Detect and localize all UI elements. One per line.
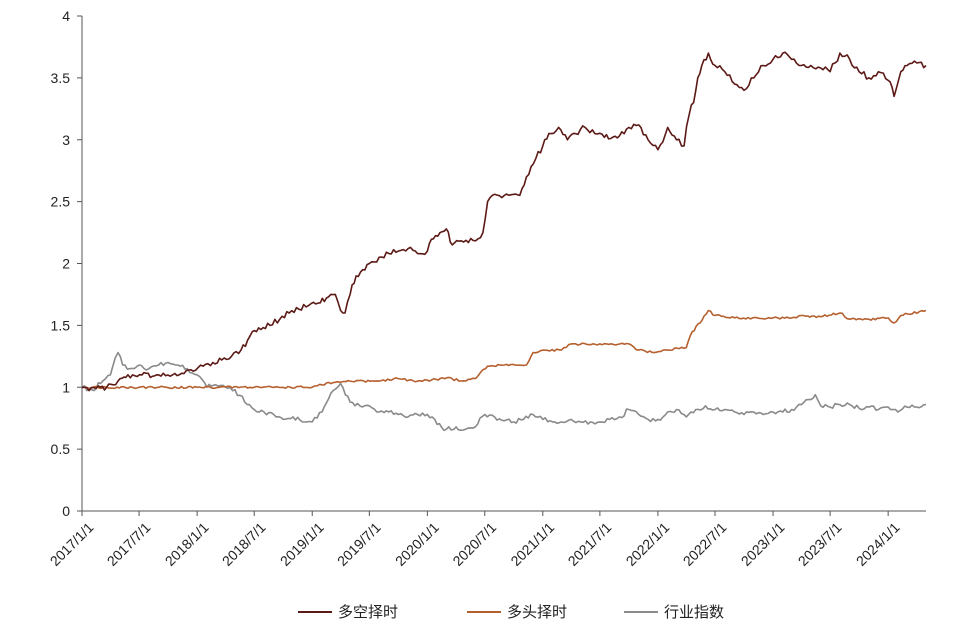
x-tick-label: 2021/1/1 <box>507 519 557 569</box>
series-line-1 <box>81 309 927 390</box>
legend-label-2: 行业指数 <box>664 603 724 621</box>
series-line-0 <box>82 51 927 392</box>
x-tick-label: 2020/1/1 <box>392 519 442 569</box>
x-tick-label: 2017/7/1 <box>104 519 154 569</box>
y-tick-label: 1 <box>62 379 70 395</box>
x-tick-label: 2018/1/1 <box>162 519 212 569</box>
legend-label-0: 多空择时 <box>338 603 398 621</box>
y-tick-label: 3.5 <box>51 70 71 86</box>
legend: 多空择时 多头择时 行业指数 <box>298 603 724 621</box>
x-tick-label: 2017/1/1 <box>47 519 97 569</box>
x-tick-label: 2021/7/1 <box>565 519 615 569</box>
series-layer <box>81 51 927 432</box>
x-tick-label: 2022/1/1 <box>623 519 673 569</box>
x-axis: 2017/1/1 2017/7/1 2018/1/1 2018/7/1 2019/1/1… <box>47 510 926 569</box>
x-tick-label: 2019/7/1 <box>334 519 384 569</box>
x-tick-label: 2023/7/1 <box>795 519 845 569</box>
y-axis: 0 0.5 1 1.5 2 2.5 3 3.5 4 <box>51 8 83 519</box>
y-tick-label: 1.5 <box>51 317 71 333</box>
x-tick-label: 2024/1/1 <box>853 519 903 569</box>
series-line-2 <box>81 351 927 432</box>
y-tick-label: 0 <box>62 503 70 519</box>
y-tick-label: 4 <box>62 8 70 24</box>
y-tick-label: 2 <box>62 256 70 272</box>
x-tick-label: 2023/1/1 <box>738 519 788 569</box>
y-tick-label: 2.5 <box>51 194 71 210</box>
y-tick-label: 0.5 <box>51 441 71 457</box>
legend-label-1: 多头择时 <box>507 603 567 621</box>
x-tick-label: 2022/7/1 <box>680 519 730 569</box>
x-tick-label: 2019/1/1 <box>277 519 327 569</box>
x-tick-label: 2020/7/1 <box>449 519 499 569</box>
y-tick-label: 3 <box>62 132 70 148</box>
x-tick-label: 2018/7/1 <box>219 519 269 569</box>
